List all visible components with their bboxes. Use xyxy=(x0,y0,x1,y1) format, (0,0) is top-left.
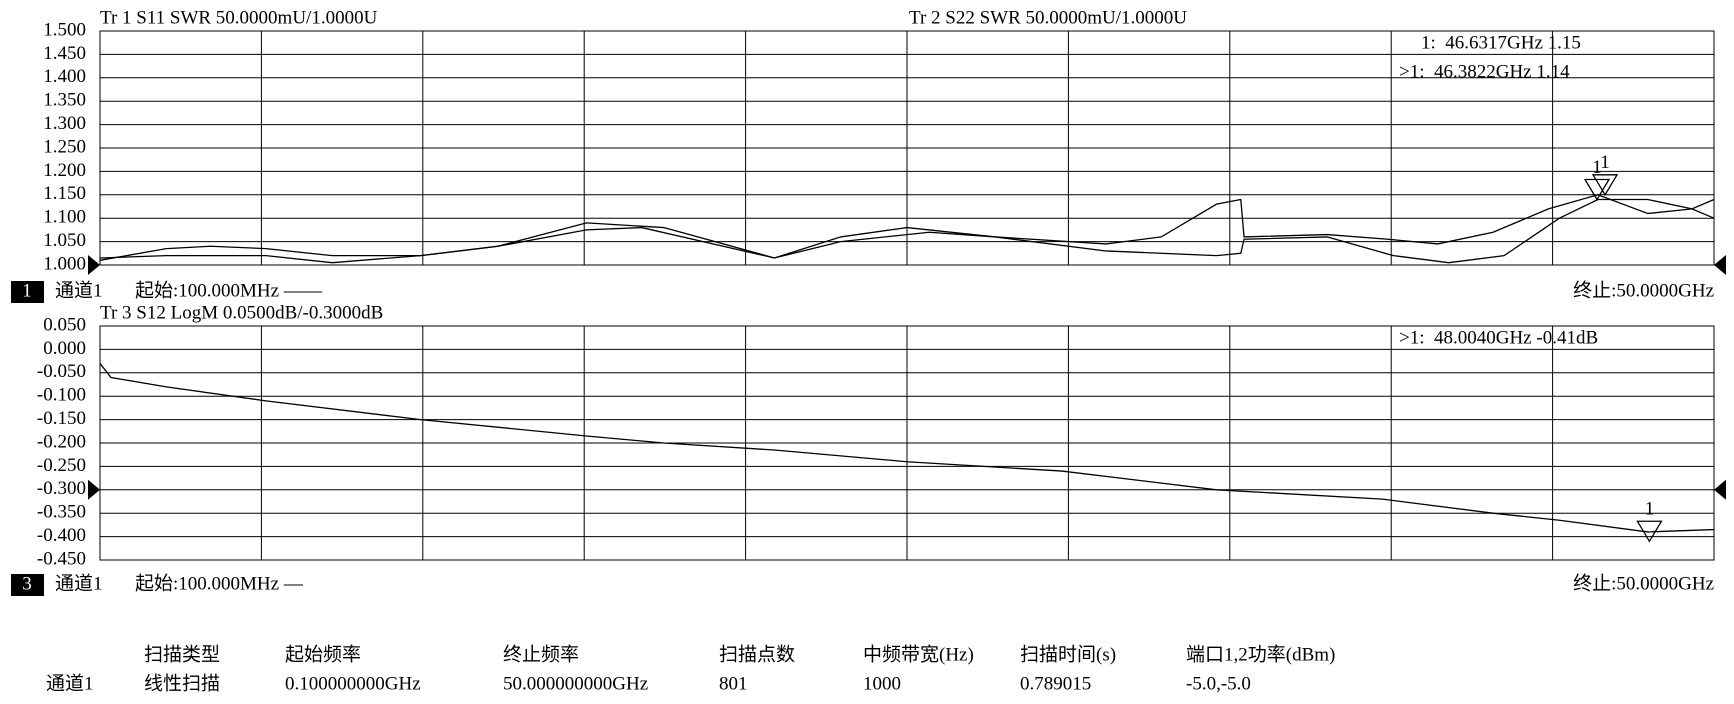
table-cell: 线性扫描 xyxy=(144,672,220,694)
y-tick-label: 1.450 xyxy=(43,43,86,64)
y-tick-label: 1.050 xyxy=(43,230,86,251)
y-tick-label: 1.250 xyxy=(43,136,86,157)
table-cell: 50.000000000GHz xyxy=(503,673,648,694)
trace-line xyxy=(99,363,1715,533)
trace-line xyxy=(99,198,1715,264)
marker-triangle xyxy=(1591,174,1619,197)
start-frequency: 起始:100.000MHz — xyxy=(135,572,304,594)
start-frequency: 起始:100.000MHz —— xyxy=(135,279,323,301)
channel-name: 通道1 xyxy=(55,572,103,594)
y-tick-label: 1.500 xyxy=(43,19,86,40)
y-tick-label: -0.450 xyxy=(37,548,86,569)
y-tick-label: 1.000 xyxy=(43,253,86,274)
reference-marker-left xyxy=(88,479,100,500)
table-cell: 0.100000000GHz xyxy=(285,673,421,694)
table-header: 终止频率 xyxy=(503,643,579,665)
y-tick-label: -0.300 xyxy=(37,478,86,499)
y-tick-label: -0.250 xyxy=(37,455,86,476)
table-cell: -5.0,-5.0 xyxy=(1186,673,1251,694)
table-header: 扫描时间(s) xyxy=(1020,643,1116,665)
marker-readout: 1: 46.6317GHz 1.15 xyxy=(1421,32,1581,53)
marker-readout: >1: 46.3822GHz 1.14 xyxy=(1399,61,1570,82)
y-tick-label: -0.200 xyxy=(37,431,86,452)
trace-title: Tr 3 S12 LogM 0.0500dB/-0.3000dB xyxy=(100,302,383,323)
marker-readout: >1: 48.0040GHz -0.41dB xyxy=(1399,327,1598,348)
y-tick-label: -0.350 xyxy=(37,502,86,523)
marker-label: 1 xyxy=(1600,152,1610,173)
y-tick-label: -0.400 xyxy=(37,525,86,546)
marker-triangle xyxy=(1636,520,1663,543)
y-tick-label: -0.150 xyxy=(37,408,86,429)
trace-line xyxy=(99,194,1715,261)
stop-frequency: 终止:50.0000GHz xyxy=(1573,279,1714,301)
y-tick-label: 1.300 xyxy=(43,113,86,134)
marker-label: 1 xyxy=(1645,499,1655,520)
table-cell: 0.789015 xyxy=(1020,673,1091,694)
y-tick-label: 0.000 xyxy=(43,338,86,359)
table-header: 扫描点数 xyxy=(719,643,795,665)
reference-marker-left xyxy=(88,255,100,275)
table-header: 起始频率 xyxy=(285,643,361,665)
channel-box xyxy=(11,281,44,303)
table-cell: 1000 xyxy=(863,673,901,694)
channel-name: 通道1 xyxy=(55,279,103,301)
channel-number: 3 xyxy=(22,573,32,594)
y-tick-label: 0.050 xyxy=(43,314,86,335)
trace-title: Tr 1 S11 SWR 50.0000mU/1.0000U xyxy=(100,7,378,28)
marker-triangle xyxy=(1583,178,1611,201)
y-tick-label: 1.400 xyxy=(43,66,86,87)
y-tick-label: 1.350 xyxy=(43,90,86,111)
stop-frequency: 终止:50.0000GHz xyxy=(1573,572,1714,594)
table-header: 端口1,2功率(dBm) xyxy=(1186,643,1335,665)
reference-marker-right xyxy=(1714,479,1726,500)
row-label: 通道1 xyxy=(46,672,94,694)
y-tick-label: 1.100 xyxy=(43,207,86,228)
y-tick-label: 1.150 xyxy=(43,183,86,204)
y-tick-label: -0.100 xyxy=(37,385,86,406)
table-header: 扫描类型 xyxy=(144,643,220,665)
y-tick-label: 1.200 xyxy=(43,160,86,181)
trace-title: Tr 2 S22 SWR 50.0000mU/1.0000U xyxy=(909,7,1187,28)
table-cell: 801 xyxy=(719,673,748,694)
table-header: 中频带宽(Hz) xyxy=(863,643,974,665)
marker-label: 1 xyxy=(1592,157,1602,178)
channel-box xyxy=(11,574,44,596)
channel-number: 1 xyxy=(22,280,32,301)
reference-marker-right xyxy=(1714,255,1726,275)
y-tick-label: -0.050 xyxy=(37,361,86,382)
